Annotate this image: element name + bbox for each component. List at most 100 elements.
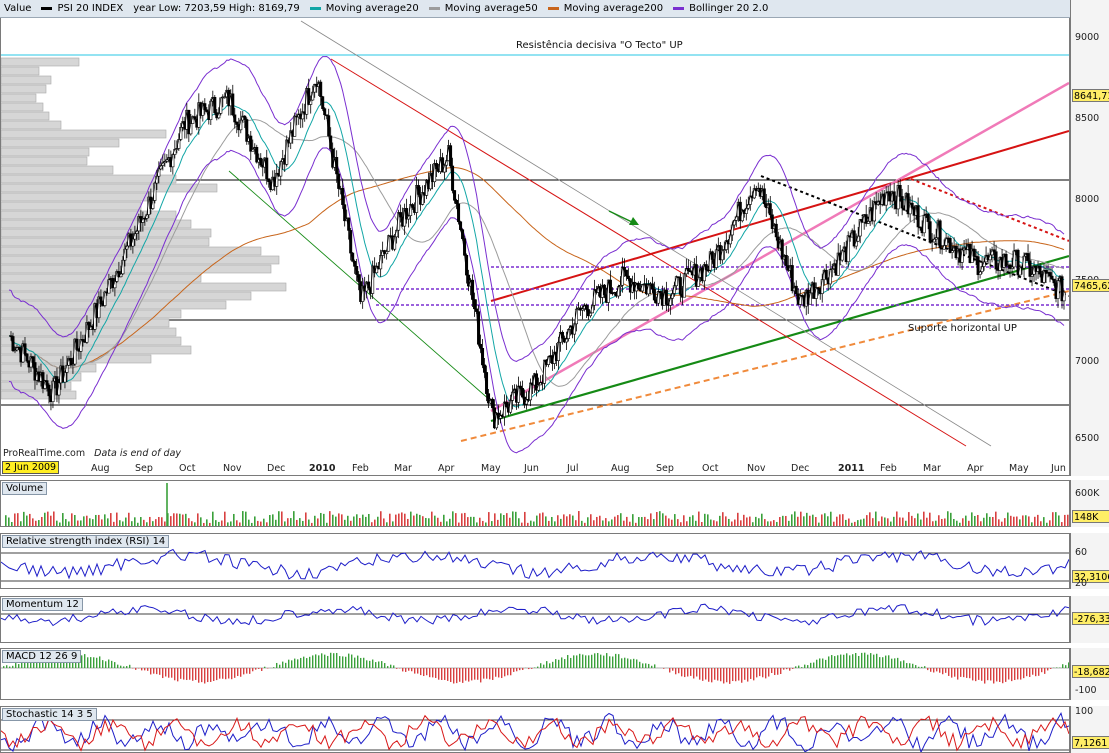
volume-bar	[812, 514, 814, 526]
volume-plot-area[interactable]	[0, 480, 1070, 527]
macd-bar	[504, 668, 506, 677]
macd-bar	[981, 668, 983, 681]
volume-bar	[434, 515, 436, 526]
macd-bar	[567, 655, 569, 668]
price-chart-svg	[1, 20, 1069, 454]
volume-bar	[827, 516, 829, 526]
volume-profile-bar	[1, 84, 47, 94]
volume-bar	[698, 511, 700, 526]
macd-bar	[201, 668, 203, 683]
volume-bar	[452, 511, 454, 526]
volume-bar	[473, 516, 475, 526]
macd-bar	[330, 652, 332, 668]
volume-bar	[62, 513, 64, 526]
volume-bar	[227, 522, 229, 526]
volume-bar	[161, 517, 163, 526]
volume-bar	[566, 516, 568, 526]
volume-bar	[884, 517, 886, 526]
volume-bar	[548, 520, 550, 526]
legend-item-bollinger[interactable]: Bollinger 20 2.0	[673, 3, 768, 14]
legend-item-ma200[interactable]: Moving average200	[547, 3, 663, 14]
volume-bar	[419, 514, 421, 526]
volume-bar	[482, 520, 484, 526]
volume-bar	[101, 519, 103, 526]
volume-bar	[1034, 516, 1036, 526]
volume-bar	[1043, 517, 1045, 526]
legend-item-ma50[interactable]: Moving average50	[428, 3, 538, 14]
volume-bar	[926, 517, 928, 526]
macd-bar	[24, 662, 26, 668]
macd-bar	[795, 666, 797, 668]
volume-bar	[959, 522, 961, 526]
volume-bar	[1058, 515, 1060, 526]
macd-bar	[471, 668, 473, 681]
macd-bar	[573, 655, 575, 668]
volume-bar	[908, 512, 910, 526]
macd-bar	[513, 668, 515, 672]
volume-bar	[575, 520, 577, 526]
volume-bar	[704, 513, 706, 526]
volume-bar	[950, 512, 952, 526]
macd-bar	[408, 668, 410, 671]
macd-bar	[771, 668, 773, 674]
bollinger-upper-line	[8, 55, 1065, 362]
start-date-label: 2 Jun 2009	[2, 461, 60, 474]
volume-bar	[287, 518, 289, 526]
price-plot-area[interactable]	[0, 0, 1070, 476]
volume-bar	[668, 518, 670, 526]
stochastic-plot-area[interactable]	[0, 706, 1070, 753]
volume-bar	[821, 514, 823, 526]
volume-bar	[605, 518, 607, 526]
macd-bar	[675, 668, 677, 675]
rsi-plot-area[interactable]	[0, 533, 1070, 589]
macd-bar	[441, 668, 443, 680]
volume-bar	[131, 521, 133, 526]
macd-bar	[312, 655, 314, 668]
volume-svg	[5, 483, 1069, 526]
macd-bar	[927, 668, 929, 671]
x-tick-label: Jun	[524, 463, 539, 474]
macd-bar	[564, 659, 566, 668]
macd-bar	[882, 657, 884, 668]
volume-bar	[500, 513, 502, 526]
macd-bar	[840, 654, 842, 668]
volume-bar	[428, 518, 430, 526]
volume-bar	[887, 518, 889, 526]
macd-bar	[729, 668, 731, 684]
macd-bar	[744, 668, 746, 680]
legend-swatch-ma20	[309, 7, 321, 10]
volume-bar	[260, 521, 262, 526]
macd-bar	[243, 668, 245, 675]
price-line	[8, 80, 1065, 428]
volume-bar	[818, 522, 820, 526]
macd-bar	[84, 654, 86, 668]
volume-bar	[443, 514, 445, 526]
macd-bar	[633, 658, 635, 668]
volume-bar	[602, 520, 604, 526]
legend-item-index[interactable]: PSI 20 INDEX	[41, 3, 123, 14]
volume-bar	[836, 516, 838, 526]
volume-bar	[881, 516, 883, 526]
volume-bar	[968, 520, 970, 526]
volume-profile-bar	[1, 210, 177, 220]
volume-bar	[47, 511, 49, 526]
legend-label-index: PSI 20 INDEX	[57, 3, 124, 14]
volume-bar	[593, 520, 595, 526]
macd-bar	[372, 659, 374, 668]
volume-bar	[461, 513, 463, 526]
macd-bar	[555, 659, 557, 668]
legend-item-ma20[interactable]: Moving average20	[309, 3, 419, 14]
macd-bar	[825, 659, 827, 668]
momentum-plot-area[interactable]	[0, 596, 1070, 643]
volume-bar	[215, 520, 217, 526]
volume-bar	[485, 522, 487, 526]
macd-bar	[279, 664, 281, 668]
macd-bar	[561, 657, 563, 668]
macd-bar	[681, 668, 683, 677]
volume-profile-bar	[1, 66, 40, 76]
volume-bar	[254, 516, 256, 526]
volume-bar	[521, 522, 523, 526]
volume-bar	[14, 513, 16, 526]
volume-bar	[1064, 514, 1066, 526]
macd-plot-area[interactable]	[0, 648, 1070, 700]
